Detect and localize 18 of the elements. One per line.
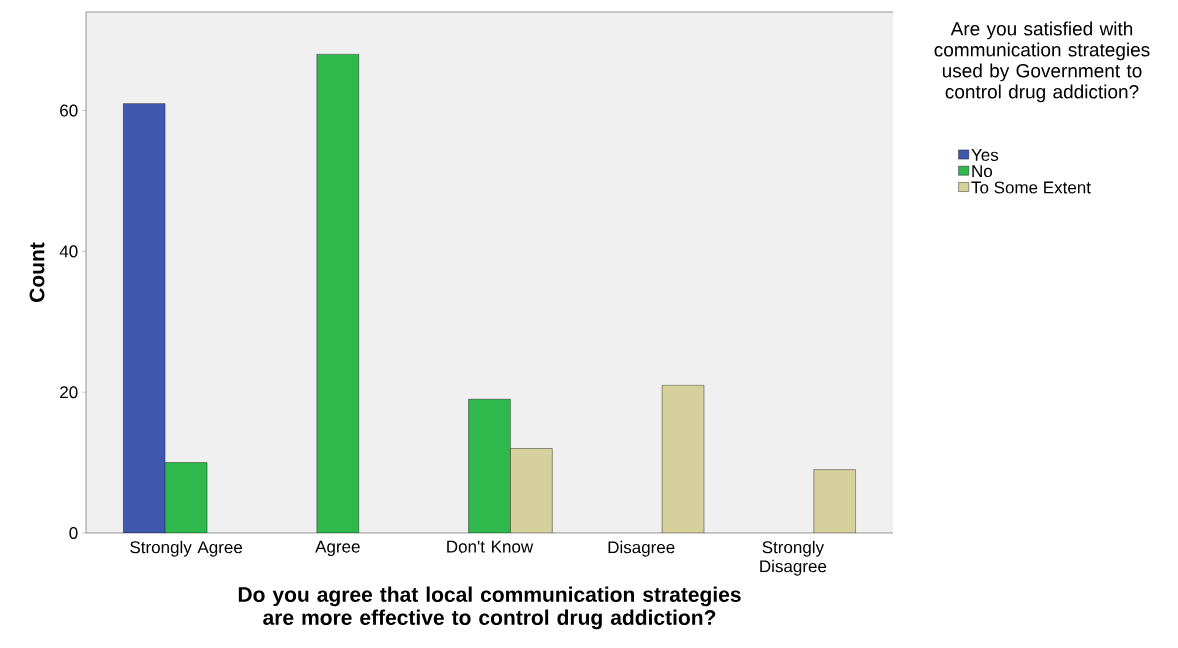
x-tick-label: Disagree [608,540,675,557]
y-axis-title: Count [29,242,45,302]
bar [316,54,359,533]
legend-label: To Some Extent [971,181,1091,194]
y-tick-label: 0 [69,526,78,540]
y-tick-label: 40 [59,245,78,258]
x-tick-label: Agree [315,540,360,557]
bar [165,462,208,533]
y-tick-label: 20 [60,386,78,399]
x-tick-label: Don't Know [447,540,534,553]
x-tick-label: Strongly Agree [130,540,243,557]
x-axis-title: Do you agree that local communication strategies are more effective to control drug addiction? [238,586,741,630]
legend-label: Yes [971,149,999,161]
x-tick-label: Strongly Disagree [760,540,827,576]
y-tick-label: 60 [60,104,78,117]
bar [468,399,511,533]
legend-title: Are you satisfied with communication strategies used by Government to control drug addiction? [934,21,1150,103]
legend-label: No [972,165,992,178]
